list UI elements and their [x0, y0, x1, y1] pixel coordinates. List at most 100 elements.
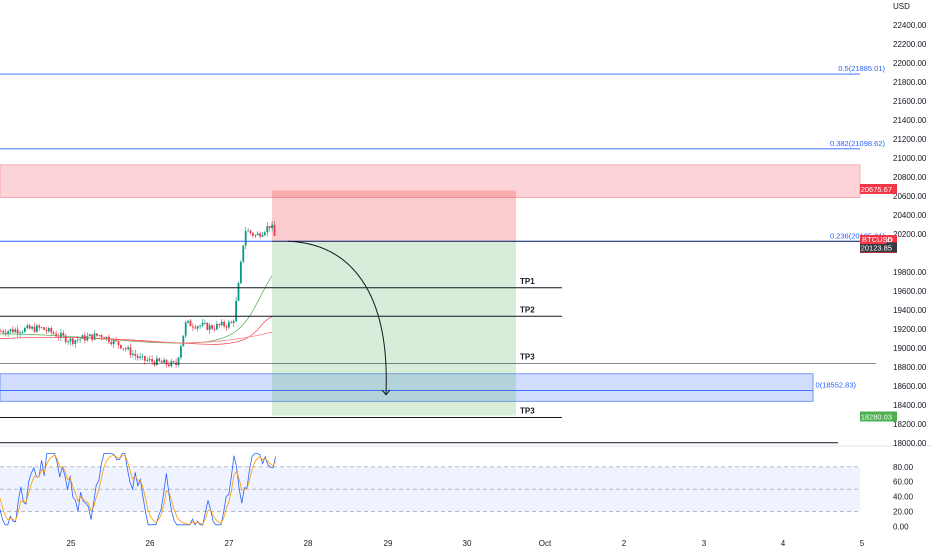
- candle-body: [151, 359, 153, 362]
- candle-body: [218, 323, 221, 326]
- price-tag-bg: [860, 183, 897, 194]
- candle-body: [204, 322, 206, 324]
- candle-body: [216, 323, 218, 330]
- candle-body: [230, 322, 233, 324]
- candle-body: [48, 328, 50, 332]
- candle-body: [196, 326, 199, 329]
- candle-body: [156, 358, 158, 366]
- candle-body: [180, 346, 182, 358]
- price-tick-label: 20600.00: [893, 192, 927, 201]
- price-tag-bg: [860, 242, 897, 253]
- price-tick-label: 19600.00: [893, 287, 927, 296]
- price-tick-label: 18000.00: [893, 439, 927, 448]
- candle-body: [96, 333, 98, 336]
- target-label: TP1: [520, 277, 535, 286]
- fib-label: 0.5(21885.01): [838, 64, 885, 73]
- candle-body: [144, 356, 146, 361]
- ma-line: [0, 316, 273, 345]
- candle-body: [105, 336, 108, 340]
- price-tick-label: 20400.00: [893, 211, 927, 220]
- candle-body: [16, 329, 19, 334]
- candle-body: [261, 234, 264, 237]
- reward-area: [272, 241, 516, 416]
- candle-body: [232, 320, 235, 323]
- candle-body: [0, 331, 2, 332]
- fib-label: 0(18552.83): [816, 381, 857, 390]
- candle-body: [182, 335, 185, 347]
- price-candles: [0, 220, 276, 368]
- osc-tick-label: 0.00: [893, 522, 909, 531]
- candle-body: [242, 245, 245, 262]
- candle-body: [24, 328, 26, 332]
- candle-body: [21, 331, 24, 333]
- candle-body: [254, 235, 257, 236]
- price-tick-label: 18200.00: [893, 420, 927, 429]
- candle-body: [264, 232, 266, 235]
- candle-body: [199, 325, 201, 327]
- candle-body: [7, 331, 9, 334]
- time-tick-label: 25: [67, 539, 76, 548]
- price-tick-label: 18800.00: [893, 363, 927, 372]
- price-tick-label: 21800.00: [893, 78, 927, 87]
- candle-body: [268, 226, 271, 229]
- candle-body: [98, 335, 101, 337]
- candle-body: [115, 339, 117, 342]
- price-tag-value: 20123.85: [861, 243, 892, 252]
- candle-body: [52, 332, 55, 334]
- price-tag-value: 20675.67: [861, 185, 892, 194]
- candle-body: [110, 341, 113, 344]
- candle-body: [50, 328, 53, 333]
- candle-body: [141, 356, 144, 357]
- price-tag-value: 18280.03: [861, 413, 892, 422]
- price-tick-label: 19200.00: [893, 325, 927, 334]
- candle-body: [139, 356, 141, 358]
- time-tick-label: Oct: [539, 539, 552, 548]
- price-tick-label: 19800.00: [893, 268, 927, 277]
- candle-body: [100, 335, 103, 338]
- candle-body: [79, 339, 81, 340]
- ma-line: [0, 275, 273, 344]
- projection-arrow: [287, 240, 387, 394]
- time-tick-label: 30: [463, 539, 472, 548]
- fib-label: 0.236(20125.21): [830, 231, 886, 240]
- time-axis[interactable]: 25 26 27 28 29 30 Oct 2 3 4 5: [67, 539, 865, 548]
- candle-body: [163, 359, 165, 363]
- candle-body: [4, 332, 7, 334]
- candle-body: [28, 325, 31, 329]
- candle-body: [168, 364, 170, 367]
- candle-body: [160, 361, 163, 363]
- osc-tick-label: 40.00: [893, 493, 914, 502]
- risk-area: [272, 190, 516, 242]
- candle-body: [14, 329, 17, 333]
- price-axis[interactable]: USD 22400.00 22200.00 22000.00 21800.00 2160…: [893, 2, 927, 448]
- candle-body: [86, 336, 89, 341]
- candle-body: [237, 283, 240, 301]
- time-tick-label: 4: [781, 539, 786, 548]
- candle-body: [19, 332, 21, 334]
- price-tick-label: 21400.00: [893, 116, 927, 125]
- candle-body: [247, 230, 249, 232]
- price-tick-label: 22400.00: [893, 21, 927, 30]
- candle-body: [93, 333, 96, 340]
- candle-body: [206, 322, 209, 330]
- candle-body: [225, 326, 228, 328]
- target-label: TP3: [520, 352, 535, 361]
- candle-body: [134, 353, 137, 356]
- ma-line: [99, 331, 273, 344]
- candle-body: [124, 348, 127, 350]
- currency-label: USD: [893, 2, 910, 11]
- candle-body: [223, 321, 225, 327]
- candle-body: [240, 261, 242, 284]
- time-tick-label: 27: [225, 539, 234, 548]
- price-tick-label: 22000.00: [893, 59, 927, 68]
- target-label: TP3: [520, 406, 535, 415]
- symbol-tag-bg: [860, 235, 886, 245]
- price-tick-label: 22200.00: [893, 40, 927, 49]
- candle-body: [271, 224, 273, 229]
- target-label: TP2: [520, 305, 535, 314]
- osc-tick-label: 60.00: [893, 478, 914, 487]
- candle-body: [259, 233, 261, 237]
- candle-body: [132, 353, 134, 355]
- candle-body: [228, 322, 230, 328]
